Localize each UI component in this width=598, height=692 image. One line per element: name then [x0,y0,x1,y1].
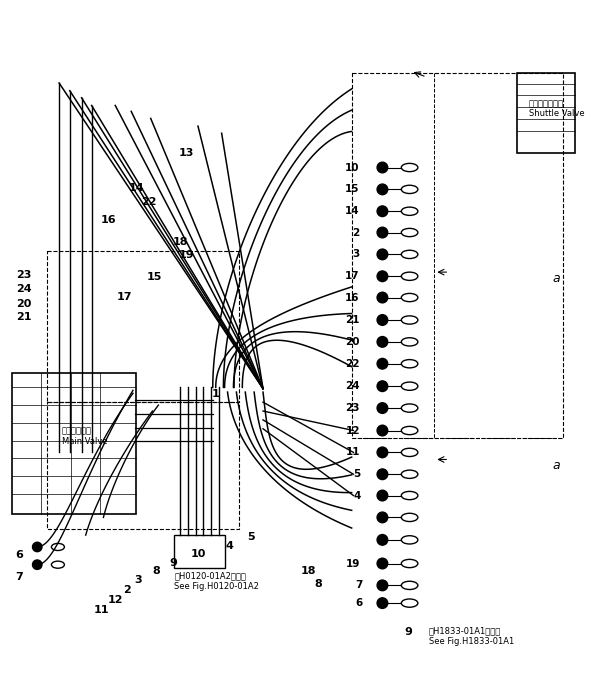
Circle shape [32,560,42,570]
Text: 2: 2 [123,585,131,595]
Bar [175,535,225,567]
Text: 19: 19 [346,558,361,569]
Text: 7: 7 [355,581,362,590]
Circle shape [377,425,388,436]
Circle shape [377,315,388,325]
Bar [47,251,239,402]
Circle shape [377,447,388,457]
Text: 9: 9 [405,628,413,637]
Text: 7: 7 [15,572,23,582]
Circle shape [377,249,388,260]
Text: 19: 19 [179,251,195,260]
Text: 第H1833-01A1図参照
See Fig.H1833-01A1: 第H1833-01A1図参照 See Fig.H1833-01A1 [429,627,514,646]
Circle shape [377,336,388,347]
Circle shape [377,292,388,303]
Circle shape [377,271,388,282]
Text: 5: 5 [247,532,255,542]
Text: 10: 10 [190,549,206,558]
Text: 21: 21 [345,315,359,325]
Circle shape [377,512,388,522]
Text: a: a [553,272,560,285]
Circle shape [377,184,388,194]
Text: 17: 17 [117,291,133,302]
Bar [12,372,136,514]
Text: 12: 12 [108,595,124,605]
Text: 4: 4 [226,541,234,551]
Text: 13: 13 [178,148,194,158]
Circle shape [377,381,388,392]
Text: 22: 22 [141,197,156,207]
Circle shape [377,162,388,173]
Circle shape [377,403,388,413]
Text: 3: 3 [135,575,142,585]
Text: 24: 24 [344,381,359,391]
Text: シャトルバルブ
Shuttle Valve: シャトルバルブ Shuttle Valve [529,99,585,118]
Circle shape [377,490,388,501]
Text: 第H0120-01A2図参照
See Fig.H0120-01A2: 第H0120-01A2図参照 See Fig.H0120-01A2 [175,572,259,591]
Text: 14: 14 [129,183,145,194]
Circle shape [377,558,388,569]
Bar [47,402,239,529]
Circle shape [377,469,388,480]
Text: 10: 10 [345,163,359,172]
Circle shape [377,580,388,591]
Text: 21: 21 [17,311,32,322]
Text: 20: 20 [17,299,32,309]
Text: 8: 8 [315,579,322,590]
Text: 3: 3 [352,249,359,260]
Text: 23: 23 [345,403,359,413]
Text: 18: 18 [173,237,189,247]
Text: 4: 4 [353,491,361,500]
Text: メインバルブ
Main Valve: メインバルブ Main Valve [62,426,108,446]
Circle shape [32,543,42,552]
Text: 11: 11 [93,605,109,615]
Circle shape [377,534,388,545]
Circle shape [377,598,388,608]
Circle shape [377,227,388,238]
Circle shape [377,358,388,369]
Text: 6: 6 [15,550,23,560]
Text: 6: 6 [355,598,362,608]
Text: 5: 5 [353,469,361,480]
Text: a: a [553,459,560,473]
Text: 24: 24 [17,284,32,294]
Text: 17: 17 [344,271,359,281]
Text: 16: 16 [100,215,116,225]
Text: 20: 20 [345,337,359,347]
Text: 15: 15 [147,271,162,282]
Text: 8: 8 [152,566,160,576]
Text: 14: 14 [344,206,359,216]
Bar [517,73,575,153]
Text: 23: 23 [17,271,32,280]
Text: 11: 11 [346,448,361,457]
Text: 9: 9 [170,558,178,567]
Text: 1: 1 [212,388,219,399]
Text: 18: 18 [300,566,316,576]
Text: 22: 22 [345,358,359,369]
Bar [352,73,563,438]
Text: 16: 16 [345,293,359,302]
Circle shape [377,206,388,217]
Text: 12: 12 [346,426,361,435]
Text: 2: 2 [352,228,359,237]
Text: 15: 15 [345,184,359,194]
